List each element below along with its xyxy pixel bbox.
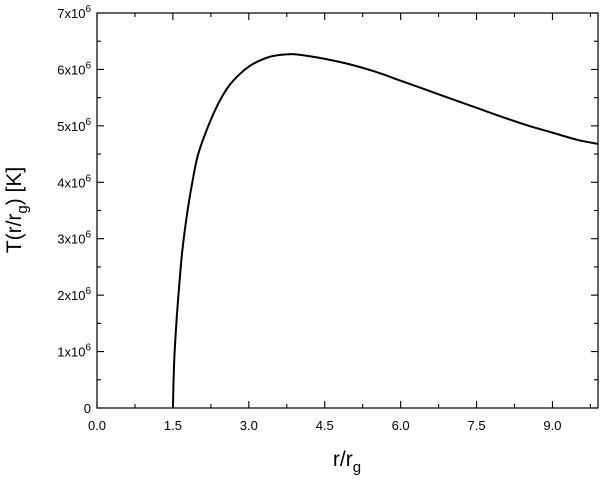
y-axis-title: T(r/rg) [K] xyxy=(3,167,31,254)
x-tick-label: 3.0 xyxy=(240,418,258,433)
y-tick-label: 1x106 xyxy=(57,343,91,360)
y-tick-label: 5x106 xyxy=(57,117,91,134)
y-tick-label: 7x106 xyxy=(57,4,91,21)
curve-layer xyxy=(171,53,599,409)
x-tick-label: 4.5 xyxy=(316,418,334,433)
x-tick-label: 7.5 xyxy=(468,418,486,433)
y-tick-label: 2x106 xyxy=(57,286,91,303)
y-tick-label: 3x106 xyxy=(57,230,91,247)
x-tick-label: 0.0 xyxy=(88,418,106,433)
plot-frame xyxy=(96,12,599,409)
temperature-curve xyxy=(171,53,599,409)
x-tick-label: 6.0 xyxy=(392,418,410,433)
x-tick-label: 9.0 xyxy=(543,418,561,433)
x-tick-label: 1.5 xyxy=(164,418,182,433)
ticks-layer: 0.0 1.5 3.0 4.5 6.0 7.5 9.0 0 1x106 2x106 3x106 4x1… xyxy=(57,4,598,433)
x-axis-title: r/rg xyxy=(333,448,361,476)
y-tick-label: 4x106 xyxy=(57,173,91,190)
y-tick-label: 0 xyxy=(84,401,91,416)
y-tick-label: 6x106 xyxy=(57,60,91,77)
